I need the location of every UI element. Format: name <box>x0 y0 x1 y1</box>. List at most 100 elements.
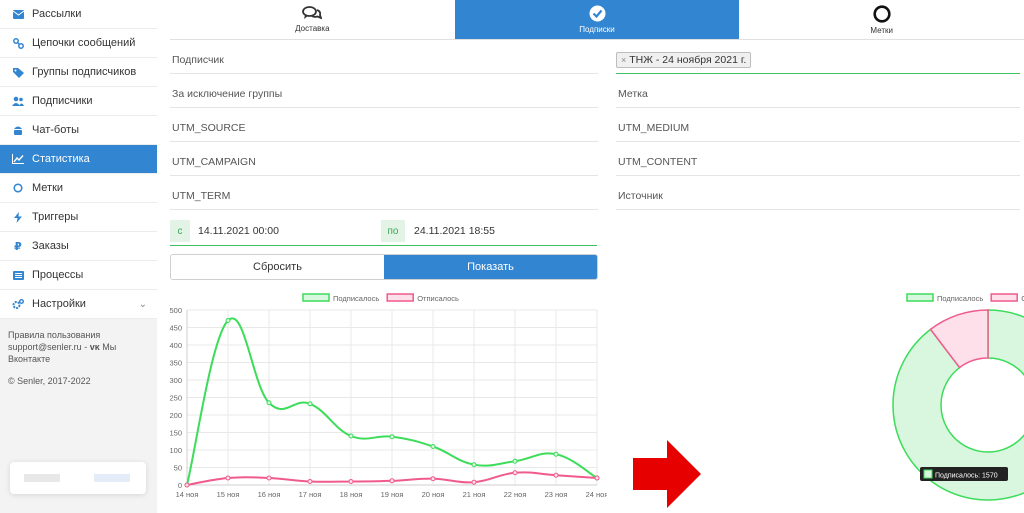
field-placeholder: За исключение группы <box>172 88 283 100</box>
sidebar-item-orders[interactable]: ₽ Заказы <box>0 232 157 261</box>
y-tick-label: 300 <box>169 376 182 385</box>
tag-label: ТНЖ - 24 ноября 2021 г. <box>629 54 747 66</box>
data-point[interactable] <box>430 476 436 482</box>
data-point[interactable] <box>307 401 313 407</box>
y-tick-label: 450 <box>169 324 182 333</box>
action-buttons: Сбросить Показать <box>170 254 598 280</box>
exclude-group-field[interactable]: За исключение группы <box>170 81 598 108</box>
line-chart-icon <box>12 153 24 165</box>
tab-label: Метки <box>870 25 893 35</box>
check-circle-icon <box>589 5 605 22</box>
data-point[interactable] <box>307 479 313 484</box>
sidebar-item-chains[interactable]: Цепочки сообщений <box>0 29 157 58</box>
x-tick-label: 22 ноя <box>504 490 527 499</box>
data-point[interactable] <box>225 475 231 481</box>
y-tick-label: 0 <box>178 481 182 490</box>
slice-unsubscribed[interactable] <box>929 309 989 369</box>
sidebar-item-label: Настройки <box>32 298 86 310</box>
data-point[interactable] <box>512 470 518 476</box>
sidebar-item-label: Подписчики <box>32 95 93 107</box>
legend-swatch[interactable] <box>906 293 934 302</box>
separator: - <box>81 342 90 352</box>
field-placeholder: UTM_SOURCE <box>172 122 246 134</box>
field-placeholder: Подписчик <box>172 54 224 66</box>
data-point[interactable] <box>471 479 477 485</box>
subscriber-field[interactable]: Подписчик <box>170 47 598 74</box>
android-icon <box>12 124 24 136</box>
x-tick-label: 16 ноя <box>258 490 281 499</box>
data-point[interactable] <box>512 458 518 464</box>
data-point[interactable] <box>553 451 559 457</box>
circle-outline-icon <box>873 4 891 23</box>
data-point[interactable] <box>266 400 272 406</box>
tab-label: Доставка <box>295 24 330 33</box>
sidebar-item-triggers[interactable]: Триггеры <box>0 203 157 232</box>
data-point[interactable] <box>184 482 190 488</box>
legend-swatch[interactable] <box>386 293 414 302</box>
sidebar-item-subscribers[interactable]: Подписчики <box>0 87 157 116</box>
field-placeholder: Источник <box>618 190 663 202</box>
tab-tags[interactable]: Метки <box>739 0 1024 39</box>
data-point[interactable] <box>389 478 395 484</box>
blurred-text <box>94 474 130 482</box>
pie-legend: Подписалось Отписалось <box>906 293 1024 303</box>
utm-medium-field[interactable]: UTM_MEDIUM <box>616 115 1020 142</box>
sidebar-item-label: Статистика <box>32 153 90 165</box>
sidebar-item-chatbots[interactable]: Чат-боты <box>0 116 157 145</box>
envelope-icon <box>12 8 24 20</box>
legend-label: Подписалось <box>333 294 379 303</box>
source-field[interactable]: Источник <box>616 183 1020 210</box>
x-tick-label: 17 ноя <box>299 490 322 499</box>
utm-source-field[interactable]: UTM_SOURCE <box>170 115 598 142</box>
x-tick-label: 19 ноя <box>381 490 404 499</box>
tab-subscriptions[interactable]: Подписки <box>454 0 740 39</box>
data-point[interactable] <box>471 462 477 468</box>
remove-tag-icon[interactable]: × <box>621 55 627 65</box>
x-tick-label: 21 ноя <box>463 490 486 499</box>
bolt-icon <box>12 211 24 223</box>
y-tick-label: 350 <box>169 359 182 368</box>
legend-swatch[interactable] <box>990 293 1018 302</box>
utm-campaign-field[interactable]: UTM_CAMPAIGN <box>170 149 598 176</box>
y-tick-label: 200 <box>169 411 182 420</box>
sidebar-item-settings[interactable]: Настройки ⌄ <box>0 290 157 319</box>
date-from-input[interactable]: 14.11.2021 00:00 <box>198 225 279 237</box>
data-point[interactable] <box>594 475 600 481</box>
sidebar-item-tags[interactable]: Метки <box>0 174 157 203</box>
vk-link[interactable]: Мы Вконтакте <box>8 342 117 364</box>
sidebar-item-statistics[interactable]: Статистика <box>0 145 157 174</box>
group-select-field[interactable]: × ТНЖ - 24 ноября 2021 г. <box>616 47 1020 74</box>
tag-field[interactable]: Метка <box>616 81 1020 108</box>
utm-term-field[interactable]: UTM_TERM <box>170 183 598 210</box>
data-point[interactable] <box>430 444 436 449</box>
data-point[interactable] <box>553 472 559 478</box>
main-content: Доставка Подписки Метки Подписчик За иск… <box>157 0 1024 513</box>
x-tick-label: 23 ноя <box>545 490 568 499</box>
chevron-down-icon: ⌄ <box>138 298 147 310</box>
utm-content-field[interactable]: UTM_CONTENT <box>616 149 1020 176</box>
rules-link[interactable]: Правила пользования <box>8 330 101 340</box>
copyright: © Senler, 2017-2022 <box>8 376 91 386</box>
support-link[interactable]: support@senler.ru <box>8 342 82 352</box>
data-point[interactable] <box>266 475 272 481</box>
tab-delivery[interactable]: Доставка <box>170 0 455 39</box>
sidebar-item-processes[interactable]: Процессы <box>0 261 157 290</box>
sidebar-item-mailings[interactable]: Рассылки <box>0 0 157 29</box>
legend-swatch[interactable] <box>302 293 330 302</box>
date-from-addon: с <box>170 220 190 242</box>
x-tick-label: 20 ноя <box>422 490 445 499</box>
blurred-text <box>24 474 60 482</box>
selected-group-tag[interactable]: × ТНЖ - 24 ноября 2021 г. <box>616 52 752 68</box>
date-to-input[interactable]: 24.11.2021 18:55 <box>414 225 495 237</box>
show-button[interactable]: Показать <box>384 255 597 279</box>
data-point[interactable] <box>389 434 395 440</box>
field-placeholder: UTM_MEDIUM <box>618 122 690 134</box>
sidebar-item-groups[interactable]: Группы подписчиков <box>0 58 157 87</box>
sidebar-footer: Правила пользования support@senler.ru - … <box>0 319 157 397</box>
slice-subscribed[interactable] <box>892 309 1024 501</box>
reset-button[interactable]: Сбросить <box>171 255 384 279</box>
data-point[interactable] <box>348 479 354 484</box>
data-point[interactable] <box>225 318 231 323</box>
cogs-icon <box>12 298 24 310</box>
data-point[interactable] <box>348 433 354 439</box>
